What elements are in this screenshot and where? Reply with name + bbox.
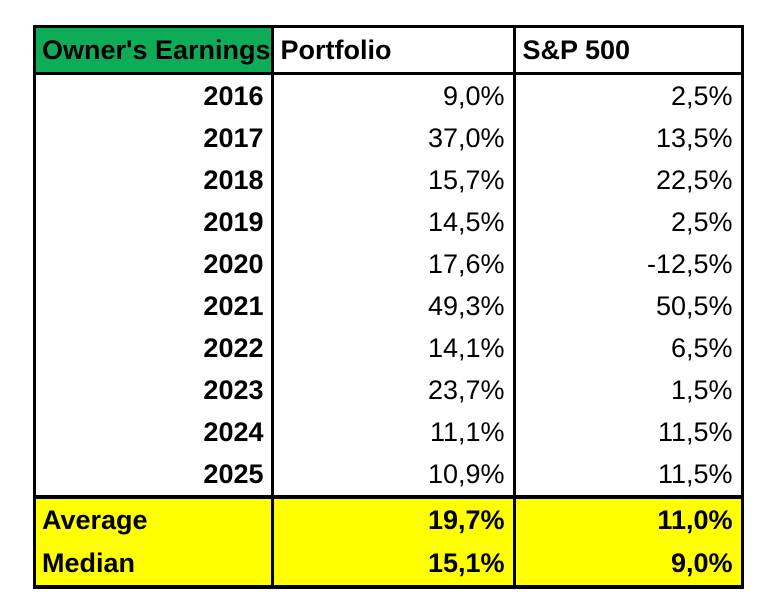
year-cell: 2020 bbox=[33, 243, 274, 285]
year-cell: 2021 bbox=[33, 285, 274, 327]
average-sp500-cell: 11,0% bbox=[512, 495, 744, 542]
sp500-value-cell: 11,5% bbox=[512, 453, 744, 497]
year-cell: 2019 bbox=[33, 201, 274, 243]
sp500-value-cell: -12,5% bbox=[512, 243, 744, 285]
portfolio-value-cell: 10,9% bbox=[270, 453, 516, 497]
table-row: 2024 11,1% 11,5% bbox=[33, 411, 744, 453]
table-row: 2018 15,7% 22,5% bbox=[33, 159, 744, 201]
table-row: 2025 10,9% 11,5% bbox=[33, 453, 744, 497]
table-row: 2017 37,0% 13,5% bbox=[33, 117, 744, 159]
portfolio-value-cell: 14,5% bbox=[270, 201, 516, 243]
summary-row-median: Median 15,1% 9,0% bbox=[33, 542, 744, 589]
table-row: 2016 9,0% 2,5% bbox=[33, 73, 744, 117]
portfolio-value-cell: 23,7% bbox=[270, 369, 516, 411]
portfolio-value-cell: 9,0% bbox=[270, 73, 516, 117]
year-cell: 2016 bbox=[33, 73, 274, 117]
table-title-cell: Owner's Earnings bbox=[33, 25, 274, 75]
portfolio-value-cell: 14,1% bbox=[270, 327, 516, 369]
portfolio-value-cell: 17,6% bbox=[270, 243, 516, 285]
table-row: 2021 49,3% 50,5% bbox=[33, 285, 744, 327]
summary-row-average: Average 19,7% 11,0% bbox=[33, 495, 744, 542]
table-row: 2020 17,6% -12,5% bbox=[33, 243, 744, 285]
year-cell: 2025 bbox=[33, 453, 274, 497]
year-cell: 2017 bbox=[33, 117, 274, 159]
average-portfolio-cell: 19,7% bbox=[270, 495, 516, 542]
sp500-value-cell: 22,5% bbox=[512, 159, 744, 201]
year-cell: 2023 bbox=[33, 369, 274, 411]
owners-earnings-table: Owner's Earnings Portfolio S&P 500 2016 … bbox=[33, 25, 744, 589]
sp500-value-cell: 2,5% bbox=[512, 201, 744, 243]
year-cell: 2022 bbox=[33, 327, 274, 369]
year-cell: 2018 bbox=[33, 159, 274, 201]
header-row: Owner's Earnings Portfolio S&P 500 bbox=[33, 25, 744, 75]
year-cell: 2024 bbox=[33, 411, 274, 453]
median-portfolio-cell: 15,1% bbox=[270, 542, 516, 589]
table-row: 2023 23,7% 1,5% bbox=[33, 369, 744, 411]
sp500-value-cell: 11,5% bbox=[512, 411, 744, 453]
sp500-value-cell: 1,5% bbox=[512, 369, 744, 411]
sp500-value-cell: 50,5% bbox=[512, 285, 744, 327]
portfolio-value-cell: 15,7% bbox=[270, 159, 516, 201]
portfolio-header-cell: Portfolio bbox=[270, 25, 516, 75]
median-sp500-cell: 9,0% bbox=[512, 542, 744, 589]
sp500-header-cell: S&P 500 bbox=[512, 25, 744, 75]
sp500-value-cell: 13,5% bbox=[512, 117, 744, 159]
sp500-value-cell: 2,5% bbox=[512, 73, 744, 117]
portfolio-value-cell: 11,1% bbox=[270, 411, 516, 453]
median-label-cell: Median bbox=[33, 542, 274, 589]
portfolio-value-cell: 37,0% bbox=[270, 117, 516, 159]
sp500-value-cell: 6,5% bbox=[512, 327, 744, 369]
portfolio-value-cell: 49,3% bbox=[270, 285, 516, 327]
table-row: 2022 14,1% 6,5% bbox=[33, 327, 744, 369]
table-row: 2019 14,5% 2,5% bbox=[33, 201, 744, 243]
average-label-cell: Average bbox=[33, 495, 274, 542]
